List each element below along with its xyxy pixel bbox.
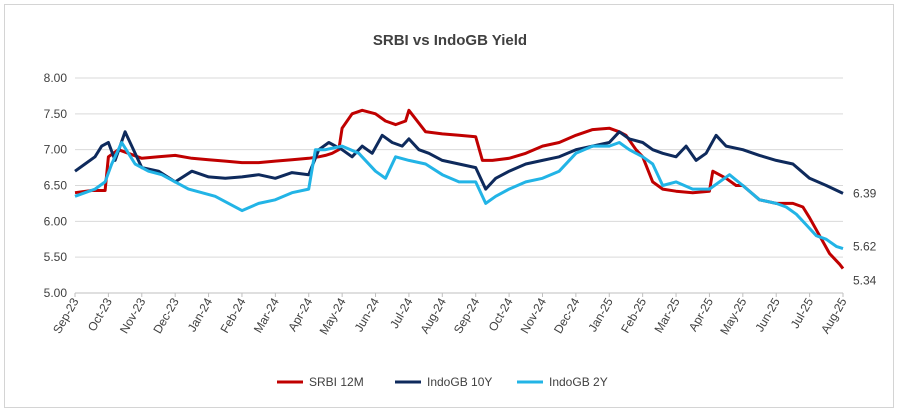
x-tick-label: Jul-24 — [387, 295, 416, 331]
series-line-1 — [74, 130, 844, 195]
x-tick-label: Feb-25 — [618, 295, 649, 335]
y-tick-label: 5.50 — [44, 250, 68, 264]
x-tick-label: Sep-24 — [451, 295, 483, 336]
legend: SRBI 12M IndoGB 10Y IndoGB 2Y — [277, 375, 608, 389]
chart-container: SRBI vs IndoGB Yield 5.00 5.50 6.00 6.50 7.0… — [4, 4, 894, 408]
series-lines — [74, 108, 845, 270]
x-tick-label: Aug-25 — [818, 295, 850, 336]
x-tick-label: Apr-24 — [285, 295, 315, 333]
x-tick-label: May-24 — [317, 295, 349, 337]
x-tick-label: Jun-25 — [752, 295, 783, 334]
legend-label-1: IndoGB 10Y — [427, 375, 492, 389]
y-tick-label: 5.00 — [44, 286, 68, 300]
y-tick-label: 7.00 — [44, 143, 68, 157]
x-tick-label: Oct-24 — [486, 295, 516, 333]
legend-label-0: SRBI 12M — [309, 375, 364, 389]
y-tick-label: 6.50 — [44, 179, 68, 193]
x-tick-label: Dec-24 — [551, 295, 583, 336]
x-tick-label: Sep-23 — [50, 295, 82, 336]
x-tick-label: Aug-24 — [417, 295, 449, 336]
x-tick-label: Jan-25 — [585, 295, 616, 334]
y-tick-label: 8.00 — [44, 71, 68, 85]
x-tick-label: Mar-24 — [251, 295, 282, 335]
x-tick-label: Jul-25 — [788, 295, 817, 331]
series-line-2 — [74, 141, 844, 251]
series-line-0 — [74, 108, 845, 270]
end-label-0: 5.34 — [853, 274, 877, 288]
x-tick-label: Mar-25 — [652, 295, 683, 335]
y-tick-label: 6.00 — [44, 214, 68, 228]
x-tick-label: Jan-24 — [185, 295, 216, 334]
x-tick-label: Apr-25 — [686, 295, 716, 333]
end-label-1: 6.39 — [853, 186, 877, 200]
x-tick-label: Jun-24 — [352, 295, 383, 334]
x-tick-label: Oct-23 — [85, 295, 115, 333]
end-labels: 5.34 6.39 5.62 — [853, 186, 877, 287]
x-tick-label: Dec-23 — [150, 295, 182, 336]
x-tick-label: Nov-24 — [518, 295, 550, 336]
x-tick-label: May-25 — [717, 295, 749, 337]
y-axis-ticks: 5.00 5.50 6.00 6.50 7.00 7.50 8.00 — [44, 71, 68, 300]
end-label-2: 5.62 — [853, 240, 877, 254]
legend-label-2: IndoGB 2Y — [549, 375, 608, 389]
y-tick-label: 7.50 — [44, 107, 68, 121]
chart-canvas: SRBI vs IndoGB Yield 5.00 5.50 6.00 6.50 7.0… — [44, 32, 877, 389]
x-tick-label: Nov-23 — [117, 295, 149, 336]
gridlines — [75, 77, 843, 258]
x-axis-ticks: Sep-23 Oct-23 Nov-23 Dec-23 Jan-24 Feb-24 Mar-… — [50, 293, 850, 337]
x-tick-label: Feb-24 — [217, 295, 248, 335]
chart-title: SRBI vs IndoGB Yield — [373, 32, 527, 49]
